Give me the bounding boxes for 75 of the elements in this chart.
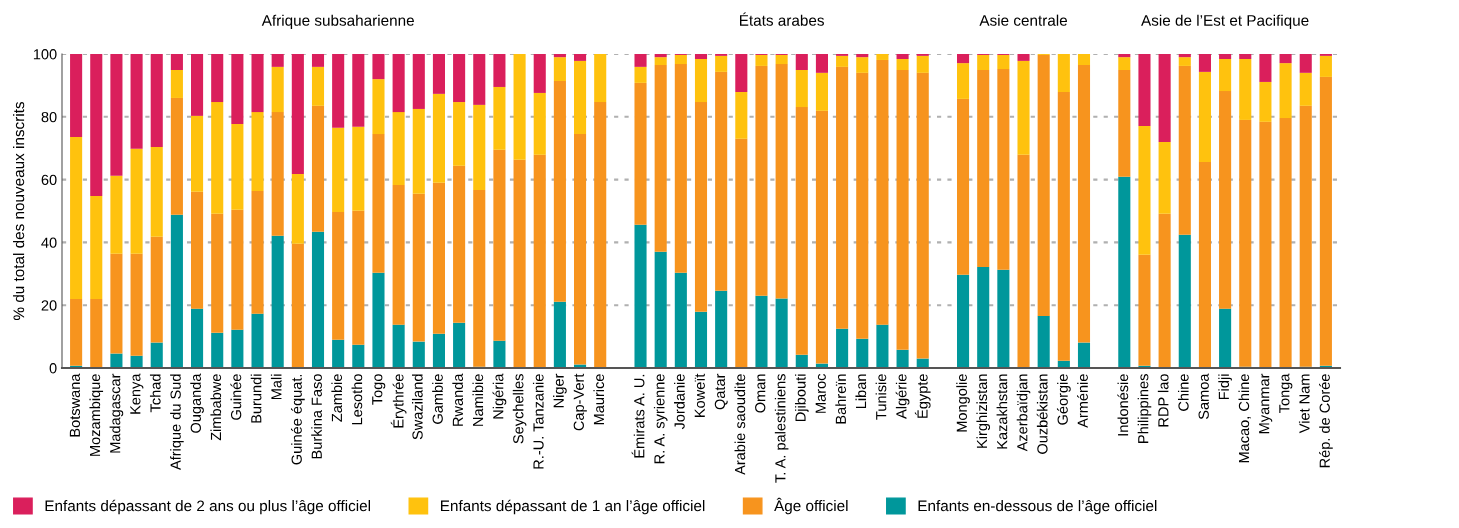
x-tick-label: Maroc (815, 373, 826, 413)
x-tick-label: Algérie (895, 374, 910, 419)
x-tick-label: Fidji (1218, 374, 1232, 400)
x-tick-label: Togo (372, 374, 386, 405)
x-tick-label: Swaziland (411, 374, 423, 440)
x-tick-label: Niger (553, 373, 567, 408)
x-tick-label: Mali (270, 374, 282, 400)
x-tick-label: Rwanda (452, 373, 464, 426)
x-tick-label: T. A. palestiniens (774, 374, 789, 483)
x-tick-label: Nigéria (492, 373, 507, 419)
x-tick-label: Tchad (149, 374, 161, 413)
text: États arabes (740, 12, 824, 26)
x-tick-label: Mongolie (956, 374, 970, 432)
x-tick-label: Seychelles (512, 374, 527, 444)
x-tick-label: Ouzbékistan (1036, 374, 1048, 454)
y-tick-label: 40 (41, 237, 57, 248)
x-tick-label: Macao, Chine (1238, 374, 1251, 463)
y-axis-title: % du total des nouveaux inscrits (13, 101, 25, 320)
y-tick-label: 60 (41, 174, 57, 186)
x-tick-label: Myanmar (1259, 373, 1273, 434)
legend-label: Enfants dépassant de 1 an l’âge officiel (441, 499, 705, 515)
x-tick-label: Géorgie (1056, 374, 1071, 425)
x-tick-label: Viet Nam (1298, 374, 1310, 434)
text: Asie centrale (979, 14, 1068, 26)
x-tick-label: Koweït (694, 373, 705, 417)
x-tick-label: Liban (855, 374, 867, 409)
x-tick-label: Lesotho (351, 374, 363, 425)
x-tick-label: Afrique du Sud (170, 374, 184, 470)
x-tick-label: Ouganda (190, 373, 204, 433)
x-tick-label: RDP lao (1157, 374, 1169, 427)
x-tick-label: Arménie (1077, 374, 1088, 428)
legend-label: Enfants dépassant de 2 ans ou plus l’âge officiel (45, 499, 371, 515)
x-tick-label: Mozambique (89, 374, 104, 456)
x-tick-label: Burkina Faso (311, 374, 322, 459)
x-tick-label: Jordanie (674, 374, 685, 430)
x-tick-label: R.-U. Tanzanie (532, 374, 544, 469)
x-tick-label: Oman (755, 374, 766, 413)
x-tick-label: Bahreïn (835, 374, 847, 424)
y-tick-label: 80 (41, 111, 57, 123)
x-tick-label: Zambie (331, 374, 343, 422)
x-tick-label: Kazakhstan (996, 374, 1008, 449)
legend-label: Enfants en-dessous de l’âge officiel (918, 499, 1157, 515)
x-tick-label: Chine (1177, 374, 1189, 411)
x-tick-label: Zimbabwe (210, 374, 222, 441)
x-tick-label: Gambie (432, 374, 443, 424)
x-tick-label: Érythrée (390, 374, 407, 428)
text: Asie de l’Est et Pacifique (1141, 14, 1309, 29)
x-tick-label: Égypte (914, 374, 931, 418)
x-tick-label: Guinée (230, 374, 242, 420)
y-tick-label: 0 (49, 363, 57, 374)
x-tick-label: Samoa (1198, 373, 1209, 420)
legend-label: Âge officiel (774, 497, 848, 515)
x-tick-label: Philippines (1137, 374, 1152, 443)
x-tick-label: Burundi (250, 374, 262, 423)
text: Afrique subsaharienne (261, 14, 414, 29)
x-tick-label: Maurice (593, 374, 605, 425)
x-tick-label: Tunisie (875, 374, 887, 420)
x-tick-label: Djibouti (794, 374, 809, 421)
x-tick-label: Qatar (714, 373, 728, 410)
x-tick-label: Tonga (1279, 373, 1293, 413)
x-tick-label: Madagascar (109, 373, 124, 453)
y-tick-label: 100 (33, 49, 57, 60)
x-tick-label: Cap-Vert (573, 373, 587, 431)
x-tick-label: Rép. de Corée (1319, 374, 1333, 468)
x-tick-label: Indonésie (1117, 374, 1129, 436)
x-tick-label: R. A. syrienne (653, 374, 668, 464)
x-tick-label: Botswana (69, 373, 81, 437)
x-tick-label: Namibie (472, 374, 484, 426)
x-tick-label: Émirats A. U. (631, 374, 645, 458)
x-tick-label: Guinée équat. (290, 374, 305, 465)
x-tick-label: Kenya (130, 373, 144, 414)
x-tick-label: Arabie saoudite (734, 374, 746, 475)
y-tick-label: 20 (41, 300, 57, 311)
x-tick-label: Kirghizistan (976, 374, 991, 448)
x-tick-label: Azerbaïdjan (1016, 374, 1031, 452)
